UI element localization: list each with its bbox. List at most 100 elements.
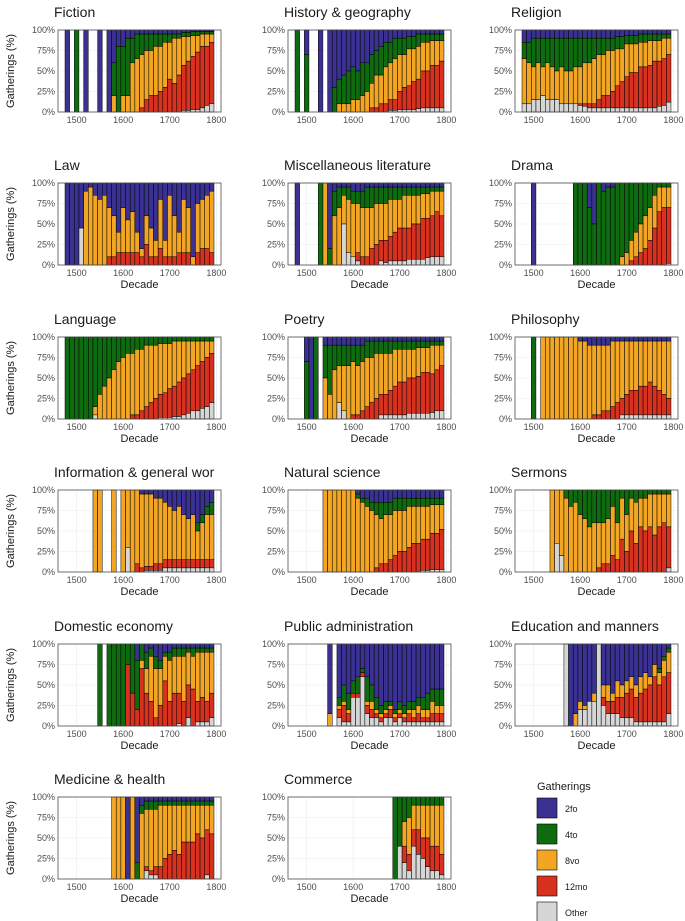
- facet-title: Education and manners: [511, 618, 659, 634]
- x-tick-label: 1500: [67, 422, 87, 432]
- bar-1550: [97, 336, 103, 420]
- bar-segment-2fo: [341, 29, 347, 76]
- bar-segment-4to: [139, 33, 145, 55]
- bar-segment-12mo: [614, 402, 621, 420]
- bar-segment-8vo: [364, 357, 370, 407]
- bar-segment-12mo: [610, 406, 616, 420]
- bar-segment-8vo: [568, 70, 574, 105]
- bar-segment-12mo: [162, 858, 168, 880]
- bar-segment-2fo: [167, 182, 173, 196]
- bar-1590: [345, 182, 352, 266]
- bar-segment-2fo: [134, 643, 140, 661]
- x-tick-label: 1700: [390, 729, 410, 739]
- bar-segment-4to: [115, 336, 122, 362]
- bar-segment-8vo: [401, 349, 407, 383]
- bar-1730: [638, 643, 644, 727]
- bar-1500: [304, 336, 310, 420]
- bar-segment-2fo: [327, 336, 333, 346]
- bar-segment-12mo: [666, 207, 672, 264]
- bar-segment-2fo: [157, 643, 164, 661]
- x-tick-label: 1700: [390, 268, 410, 278]
- x-axis-title: Decade: [121, 740, 159, 752]
- bar-segment-8vo: [190, 256, 196, 266]
- bar-segment-12mo: [666, 672, 672, 714]
- bar-segment-8vo: [195, 530, 201, 560]
- bar-segment-8vo: [336, 207, 342, 266]
- bar-segment-12mo: [185, 252, 191, 266]
- bar-segment-4to: [153, 656, 159, 669]
- bar-segment-other: [554, 543, 560, 573]
- bar-segment-8vo: [143, 215, 150, 245]
- bar-1730: [181, 336, 187, 420]
- bar-segment-8vo: [209, 190, 215, 253]
- x-tick-label: 1600: [113, 268, 133, 278]
- bar-segment-8vo: [647, 207, 653, 241]
- bar-segment-8vo: [322, 489, 328, 573]
- bar-segment-4to: [406, 186, 412, 196]
- bar-segment-4to: [420, 497, 426, 507]
- bar-1730: [411, 796, 417, 880]
- bar-segment-other: [439, 410, 445, 420]
- bar-segment-12mo: [392, 231, 398, 262]
- bar-segment-4to: [628, 182, 634, 241]
- bar-segment-8vo: [129, 211, 136, 253]
- bar-segment-8vo: [401, 821, 407, 847]
- bar-segment-4to: [204, 647, 210, 653]
- bar-segment-4to: [572, 489, 579, 503]
- bar-segment-2fo: [420, 29, 426, 35]
- bar-segment-other: [162, 567, 168, 573]
- bar-segment-8vo: [633, 231, 639, 258]
- bar-segment-12mo: [345, 713, 352, 723]
- bar-segment-8vo: [406, 709, 412, 714]
- bar-1600: [120, 29, 126, 113]
- bar-1730: [181, 796, 187, 880]
- bar-1600: [350, 336, 356, 420]
- bar-segment-8vo: [652, 195, 658, 229]
- x-tick-label: 1600: [343, 575, 363, 585]
- bar-1710: [171, 29, 177, 113]
- bar-1750: [190, 182, 196, 266]
- bar-1570: [563, 29, 569, 113]
- bar-segment-4to: [429, 497, 435, 506]
- x-tick-label: 1500: [297, 115, 317, 125]
- bar-segment-12mo: [171, 559, 177, 569]
- bar-segment-4to: [97, 336, 103, 395]
- bar-segment-12mo: [190, 55, 196, 110]
- bar-segment-other: [209, 717, 215, 727]
- y-tick-label: 75%: [494, 353, 512, 363]
- bar-1780: [434, 182, 440, 266]
- bar-segment-other: [614, 713, 621, 727]
- bar-segment-2fo: [148, 796, 154, 802]
- x-tick-label: 1700: [160, 729, 180, 739]
- bar-segment-8vo: [195, 804, 201, 835]
- bar-segment-4to: [624, 182, 630, 253]
- y-tick-label: 0%: [272, 260, 285, 270]
- bar-segment-12mo: [359, 672, 366, 678]
- y-tick-label: 0%: [272, 567, 285, 577]
- bar-segment-other: [397, 260, 403, 266]
- bar-segment-other: [336, 717, 342, 727]
- bar-segment-4to: [406, 796, 412, 818]
- bar-segment-4to: [605, 37, 611, 51]
- bar-segment-4to: [332, 190, 338, 217]
- bar-segment-4to: [92, 336, 98, 407]
- bar-segment-8vo: [143, 809, 150, 867]
- bar-segment-4to: [420, 796, 426, 806]
- bar-segment-other: [628, 717, 634, 727]
- bar-segment-2fo: [633, 29, 639, 36]
- bar-segment-12mo: [209, 42, 215, 105]
- bar-segment-8vo: [586, 62, 593, 105]
- bar-segment-12mo: [171, 385, 177, 417]
- bar-segment-4to: [610, 37, 616, 51]
- bar-segment-4to: [341, 74, 347, 105]
- bar-1640: [369, 336, 375, 420]
- bar-segment-8vo: [411, 804, 417, 831]
- bar-1650: [143, 182, 150, 266]
- bar-segment-8vo: [572, 502, 579, 573]
- facet-title: Natural science: [284, 464, 381, 480]
- bar-segment-4to: [162, 800, 168, 806]
- bar-segment-4to: [176, 647, 182, 657]
- bar-segment-8vo: [153, 668, 159, 719]
